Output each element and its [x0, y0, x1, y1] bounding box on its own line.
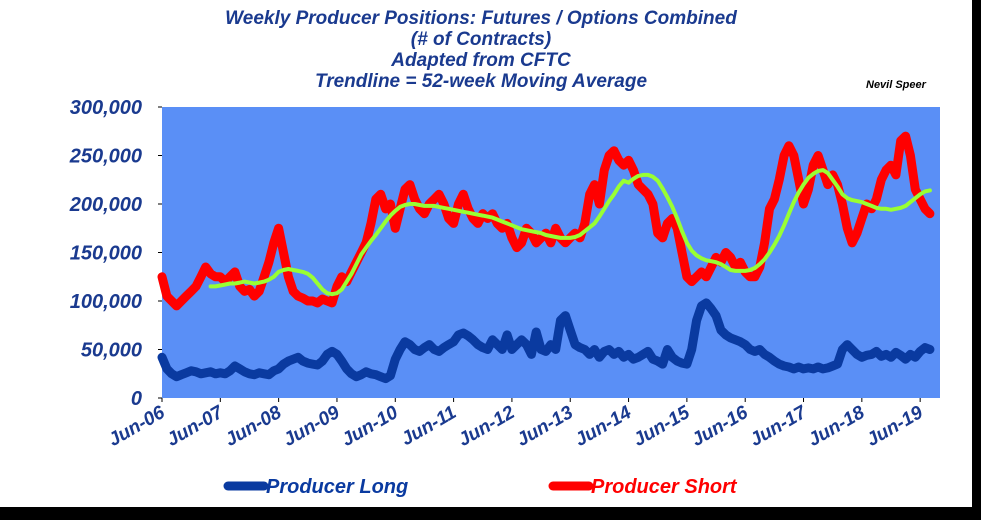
- chart-title: Adapted from CFTC: [390, 50, 571, 71]
- annotation: Nevil Speer: [866, 79, 927, 91]
- legend-label: Producer Long: [266, 476, 408, 498]
- series-line: [157, 298, 935, 384]
- y-tick-label: 100,000: [70, 291, 142, 313]
- chart-title: Weekly Producer Positions: Futures / Opt…: [225, 8, 737, 29]
- y-tick-label: 250,000: [69, 146, 142, 168]
- y-tick-label: 50,000: [81, 340, 142, 362]
- y-tick-label: 300,000: [70, 97, 142, 119]
- legend-label: Producer Short: [591, 476, 738, 498]
- plot-area: [162, 107, 940, 398]
- chart-title: Trendline = 52-week Moving Average: [315, 71, 648, 92]
- chart-title: (# of Contracts): [411, 29, 551, 50]
- y-tick-label: 150,000: [70, 243, 142, 265]
- y-tick-label: 200,000: [69, 194, 142, 216]
- series-line: [208, 168, 932, 297]
- y-tick-label: 0: [131, 388, 142, 410]
